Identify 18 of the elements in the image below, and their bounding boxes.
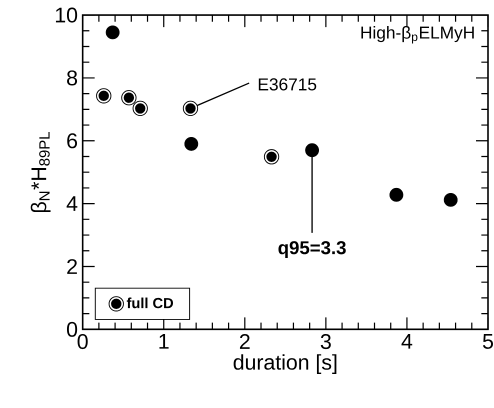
x-tick-label: 3 xyxy=(320,334,331,350)
legend-label: full CD xyxy=(126,298,174,308)
x-tick-label: 5 xyxy=(482,334,494,349)
x-tick-label: 4 xyxy=(402,334,412,349)
y-tick-label: 0 xyxy=(66,322,78,337)
x-axis-title: duration [s] xyxy=(234,354,336,374)
y-axis-title: β$_{N}$*H$_{89PL}$ xyxy=(30,132,51,212)
y-tick-label: 2 xyxy=(67,259,77,274)
y-tick-label: 10 xyxy=(56,8,78,23)
y-tick-label: 8 xyxy=(67,70,78,86)
y-tick-label: 6 xyxy=(67,133,78,148)
annotation: q95=3.3 xyxy=(278,241,346,258)
y-tick-label: 4 xyxy=(66,196,78,211)
x-tick-label: 1 xyxy=(159,334,169,349)
annotation: E36715 xyxy=(258,78,316,91)
annotation: High-β$_{p}$ELMyH xyxy=(361,26,474,44)
x-tick-label: 0 xyxy=(78,334,88,350)
x-tick-label: 2 xyxy=(240,334,250,349)
